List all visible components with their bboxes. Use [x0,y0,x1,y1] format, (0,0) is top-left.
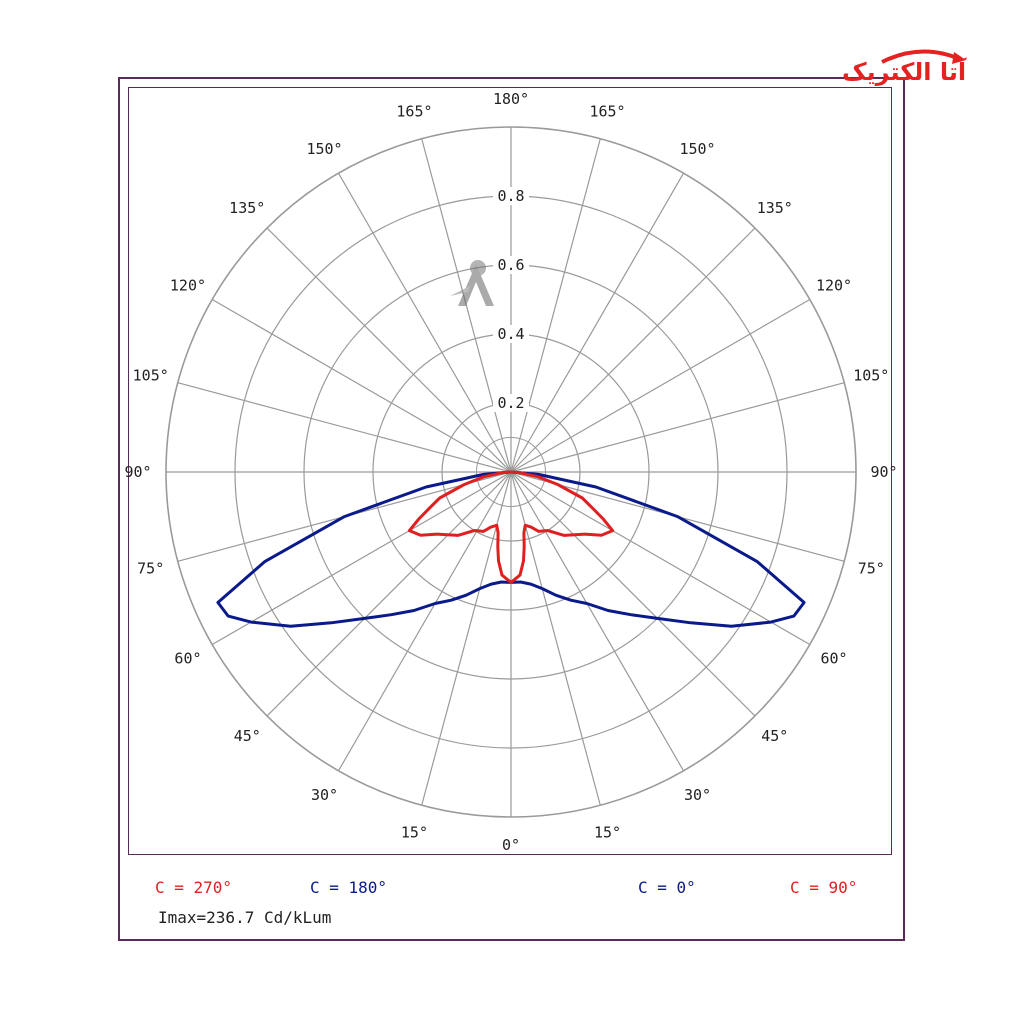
chart-inner-frame [128,87,892,855]
grid-spoke [510,172,685,473]
ring-label-bg [493,325,529,343]
grid-spoke [510,382,845,473]
ring-label-bg [493,256,529,274]
angle-label-left: 90° [124,463,151,481]
ring-label: 0.2 [497,394,524,412]
angle-label-left: 75° [137,560,164,578]
grid-spoke [266,471,512,717]
legend-c180: C = 180° [310,878,388,897]
angle-label-right: 120° [816,277,852,295]
grid-spoke [177,382,512,473]
grid-spoke [510,138,601,473]
logo-swoosh-icon [881,49,966,64]
angle-label-right: 165° [589,103,625,121]
legend-c90: C = 90° [790,878,858,897]
grid-spoke [337,471,512,772]
grid-spoke [510,471,685,772]
ring-label: 0.8 [497,187,524,205]
series-layer [216,470,806,628]
angle-label-right: 45° [761,727,788,745]
ring-label: 0.6 [497,256,524,274]
grid-spoke [421,138,512,473]
angle-label-left: 45° [234,727,261,745]
ata-electric-logo: آتا الکتریک [842,44,982,100]
angle-label-left: 180° [493,90,529,108]
legend-c270: C = 270° [155,878,233,897]
logo-text: آتا الکتریک [842,58,967,86]
grid-spoke [211,471,512,646]
angle-label-left: 30° [311,786,338,804]
grid-spoke [510,227,756,473]
angle-label-left: 105° [133,366,169,384]
angle-label-right: 150° [679,140,715,158]
series-c90-c270-curve [407,470,615,584]
grid-spoke [510,471,756,717]
angle-labels: 0° 15° 30° 45° 60° 75° 90° 105° 120° 135° 150° 165°… [124,90,897,854]
angle-label-right: 75° [858,560,885,578]
grid-spoke [266,227,512,473]
ring-label: 0.4 [497,325,524,343]
ring-label-bg [493,187,529,205]
ring-label-bg [493,394,529,412]
angle-label-left: 60° [174,650,201,668]
grid-spoke [510,298,811,473]
grid-spokes [166,127,856,817]
ring-labels: 0.2 0.4 0.6 0.8 [493,187,529,412]
grid-spoke [510,471,601,806]
grid-spoke [510,471,811,646]
angle-label-left: 15° [401,823,428,841]
grid-spoke [211,298,512,473]
imax-label: Imax=236.7 Cd/kLum [158,908,332,927]
chart-outer-frame [118,77,905,941]
angle-label-right: 60° [820,650,847,668]
ata-a-watermark-icon [450,260,494,306]
angle-label-left: 165° [396,103,432,121]
angle-label-left: 120° [170,277,206,295]
angle-label-left: 135° [229,199,265,217]
angle-label-right: 15° [594,823,621,841]
angle-label-right: 105° [853,366,889,384]
angle-label-right: 30° [684,786,711,804]
legend-c0: C = 0° [638,878,696,897]
grid-spoke [421,471,512,806]
grid-spoke [337,172,512,473]
angle-label-right: 90° [870,463,897,481]
angle-label-right: 135° [757,199,793,217]
angle-label-left: 150° [306,140,342,158]
angle-label-left: 0° [502,836,520,854]
